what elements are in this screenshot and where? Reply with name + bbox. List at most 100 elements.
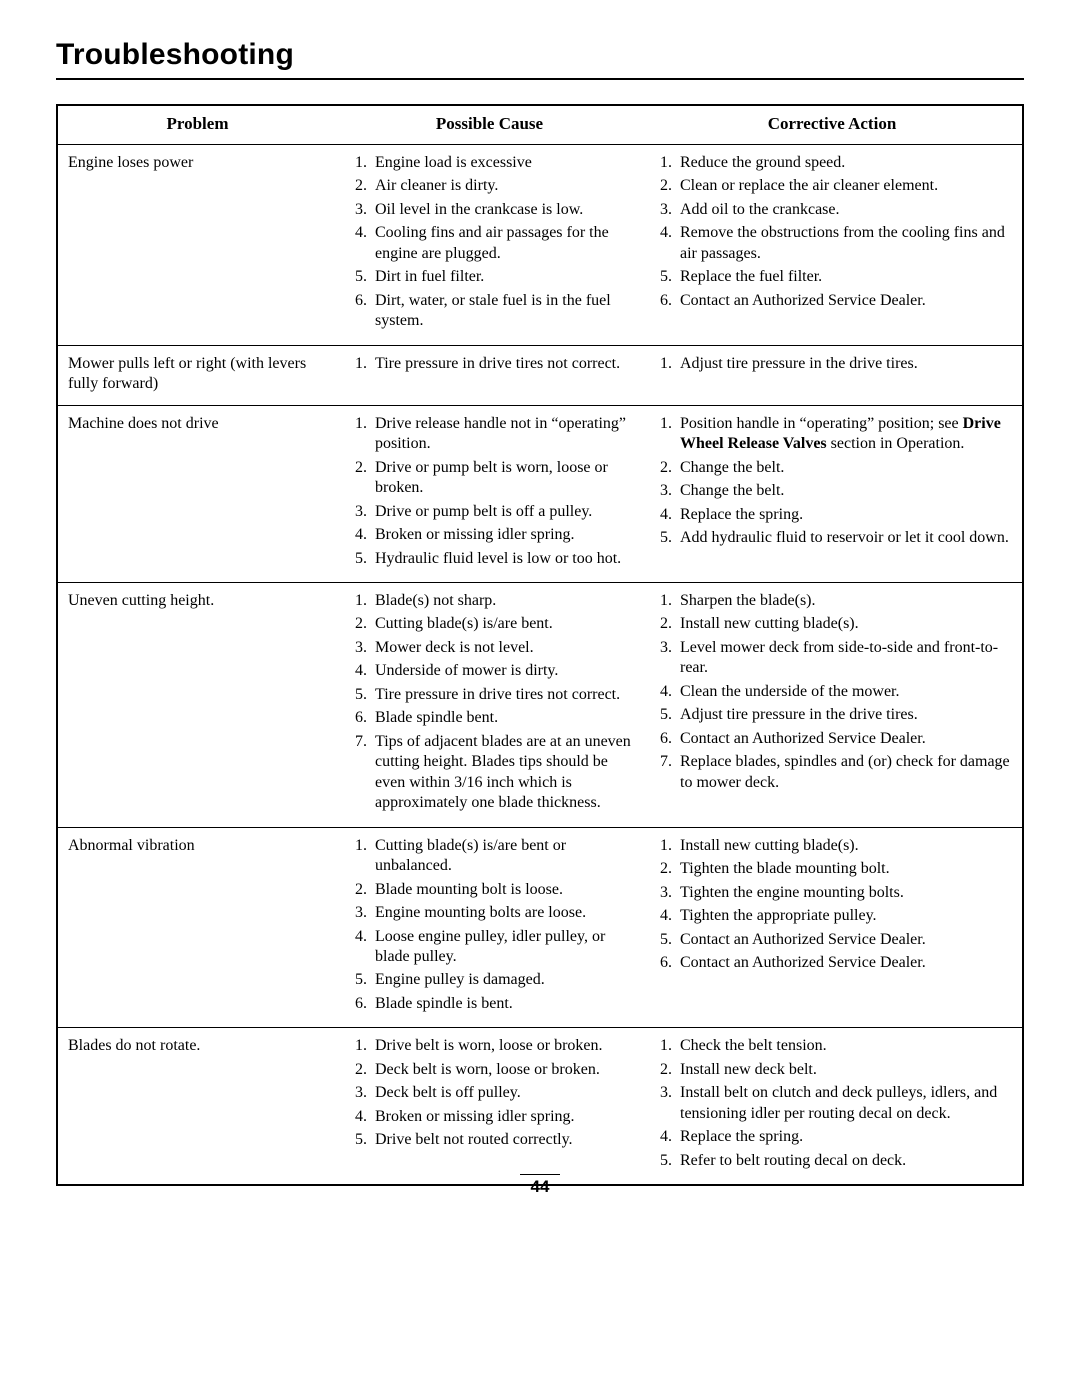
cause-item: Mower deck is not level. [371,638,632,658]
action-list: Install new cutting blade(s). Tighten the… [652,836,1012,974]
table-row: Engine loses powerEngine load is excessi… [57,145,1023,346]
col-problem-header: Problem [57,105,337,145]
cause-item: Drive release handle not in “operating” … [371,414,632,455]
table-row: Abnormal vibration Cutting blade(s) is/ar… [57,827,1023,1028]
table-header-row: Problem Possible Cause Corrective Action [57,105,1023,145]
page: Troubleshooting Problem Possible Cause C… [0,0,1080,1397]
action-item: Adjust tire pressure in the drive tires. [676,705,1012,725]
cause-list: Blade(s) not sharp. Cutting blade(s) is/a… [347,591,632,814]
action-item: Install new cutting blade(s). [676,836,1012,856]
cause-item: Deck belt is off pulley. [371,1083,632,1103]
problem-cell: Blades do not rotate. [57,1028,337,1185]
cause-cell: Engine load is excessive Air cleaner is d… [337,145,642,346]
action-item: Tighten the engine mounting bolts. [676,883,1012,903]
action-item: Clean the underside of the mower. [676,682,1012,702]
cause-cell: Blade(s) not sharp. Cutting blade(s) is/a… [337,582,642,827]
action-list: Reduce the ground speed. Clean or replace… [652,153,1012,311]
col-action-header: Corrective Action [642,105,1023,145]
action-item: Add oil to the crankcase. [676,200,1012,220]
cause-item: Cutting blade(s) is/are bent or unbalanc… [371,836,632,877]
action-item: Contact an Authorized Service Dealer. [676,291,1012,311]
action-item: Add hydraulic fluid to reservoir or let … [676,528,1012,548]
action-cell: Reduce the ground speed. Clean or replace… [642,145,1023,346]
cause-list: Drive release handle not in “operating” … [347,414,632,569]
cause-item: Blade(s) not sharp. [371,591,632,611]
cause-item: Deck belt is worn, loose or broken. [371,1060,632,1080]
cause-item: Engine mounting bolts are loose. [371,903,632,923]
cause-item: Blade spindle is bent. [371,994,632,1014]
cause-item: Drive or pump belt is worn, loose or bro… [371,458,632,499]
page-number: 44 [520,1174,560,1197]
table-row: Uneven cutting height.Blade(s) not sharp… [57,582,1023,827]
cause-item: Dirt, water, or stale fuel is in the fue… [371,291,632,332]
action-list: Sharpen the blade(s). Install new cutting… [652,591,1012,793]
action-cell: Install new cutting blade(s). Tighten the… [642,827,1023,1028]
cause-item: Underside of mower is dirty. [371,661,632,681]
cause-item: Drive belt is worn, loose or broken. [371,1036,632,1056]
problem-cell: Uneven cutting height. [57,582,337,827]
action-item: Tighten the blade mounting bolt. [676,859,1012,879]
cause-cell: Tire pressure in drive tires not correct… [337,345,642,405]
cause-item: Loose engine pulley, idler pulley, or bl… [371,927,632,968]
action-item: Replace the spring. [676,505,1012,525]
cause-cell: Drive belt is worn, loose or broken. Deck… [337,1028,642,1185]
action-item: Change the belt. [676,458,1012,478]
action-item: Contact an Authorized Service Dealer. [676,953,1012,973]
cause-list: Cutting blade(s) is/are bent or unbalanc… [347,836,632,1015]
cause-item: Drive or pump belt is off a pulley. [371,502,632,522]
cause-item: Cooling fins and air passages for the en… [371,223,632,264]
action-item: Check the belt tension. [676,1036,1012,1056]
action-item: Contact an Authorized Service Dealer. [676,930,1012,950]
title-rule [56,78,1024,80]
action-list: Check the belt tension. Install new deck … [652,1036,1012,1171]
cause-item: Tips of adjacent blades are at an uneven… [371,732,632,814]
cause-item: Broken or missing idler spring. [371,525,632,545]
cause-item: Blade mounting bolt is loose. [371,880,632,900]
problem-cell: Engine loses power [57,145,337,346]
cause-item: Engine load is excessive [371,153,632,173]
troubleshooting-table: Problem Possible Cause Corrective Action… [56,104,1024,1186]
table-row: Mower pulls left or right (with levers f… [57,345,1023,405]
action-item: Install new cutting blade(s). [676,614,1012,634]
cause-list: Engine load is excessive Air cleaner is d… [347,153,632,332]
cause-item: Broken or missing idler spring. [371,1107,632,1127]
cause-list: Tire pressure in drive tires not correct… [347,354,632,374]
action-cell: Sharpen the blade(s). Install new cutting… [642,582,1023,827]
cause-cell: Cutting blade(s) is/are bent or unbalanc… [337,827,642,1028]
cause-item: Engine pulley is damaged. [371,970,632,990]
action-list: Adjust tire pressure in the drive tires. [652,354,1012,374]
action-item: Adjust tire pressure in the drive tires. [676,354,1012,374]
action-item: Reduce the ground speed. [676,153,1012,173]
action-item: Install new deck belt. [676,1060,1012,1080]
action-cell: Position handle in “operating” position;… [642,405,1023,582]
cause-cell: Drive release handle not in “operating” … [337,405,642,582]
action-item: Sharpen the blade(s). [676,591,1012,611]
cause-item: Blade spindle bent. [371,708,632,728]
action-item: Replace the fuel filter. [676,267,1012,287]
problem-cell: Mower pulls left or right (with levers f… [57,345,337,405]
cause-list: Drive belt is worn, loose or broken. Deck… [347,1036,632,1150]
cause-item: Cutting blade(s) is/are bent. [371,614,632,634]
action-item: Clean or replace the air cleaner element… [676,176,1012,196]
cause-item: Dirt in fuel filter. [371,267,632,287]
action-cell: Adjust tire pressure in the drive tires. [642,345,1023,405]
action-item: Change the belt. [676,481,1012,501]
problem-cell: Abnormal vibration [57,827,337,1028]
action-item: Position handle in “operating” position;… [676,414,1012,455]
action-cell: Check the belt tension. Install new deck … [642,1028,1023,1185]
cause-item: Hydraulic fluid level is low or too hot. [371,549,632,569]
action-item: Refer to belt routing decal on deck. [676,1151,1012,1171]
action-item: Tighten the appropriate pulley. [676,906,1012,926]
action-item: Replace blades, spindles and (or) check … [676,752,1012,793]
action-item: Remove the obstructions from the cooling… [676,223,1012,264]
action-item: Replace the spring. [676,1127,1012,1147]
action-item: Level mower deck from side-to-side and f… [676,638,1012,679]
cause-item: Tire pressure in drive tires not correct… [371,685,632,705]
cause-item: Air cleaner is dirty. [371,176,632,196]
page-number-wrap: 44 [0,1174,1080,1197]
bold-text: Drive Wheel Release Valves [680,415,1001,452]
action-list: Position handle in “operating” position;… [652,414,1012,549]
page-title: Troubleshooting [56,38,1024,72]
cause-item: Oil level in the crankcase is low. [371,200,632,220]
col-cause-header: Possible Cause [337,105,642,145]
